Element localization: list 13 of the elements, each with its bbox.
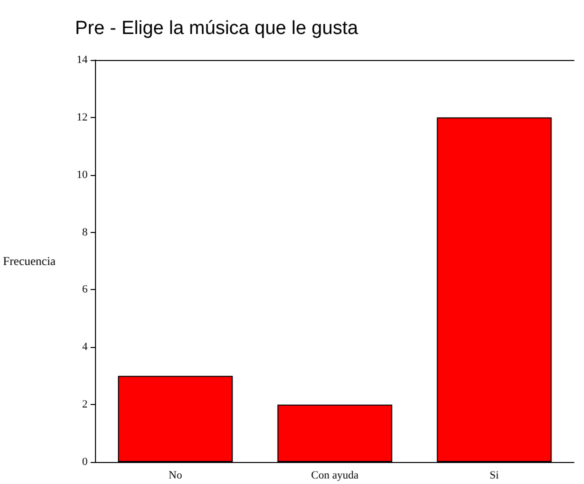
y-axis-title: Frecuencia: [2, 254, 56, 268]
y-tick-label: 14: [76, 54, 88, 66]
x-tick-label: Con ayuda: [311, 470, 359, 482]
y-tick-label: 12: [76, 111, 88, 124]
y-tick-label: 6: [82, 284, 88, 296]
y-tick-label: 10: [76, 168, 88, 181]
x-tick-label: No: [168, 470, 183, 482]
x-tick-label: Si: [490, 470, 499, 482]
y-tick-label: 4: [82, 341, 88, 354]
chart-title: Pre - Elige la música que le gusta: [75, 18, 358, 39]
y-tick-label: 8: [82, 226, 88, 238]
y-tick-label: 2: [82, 398, 88, 411]
y-tick-label: 0: [82, 456, 88, 468]
